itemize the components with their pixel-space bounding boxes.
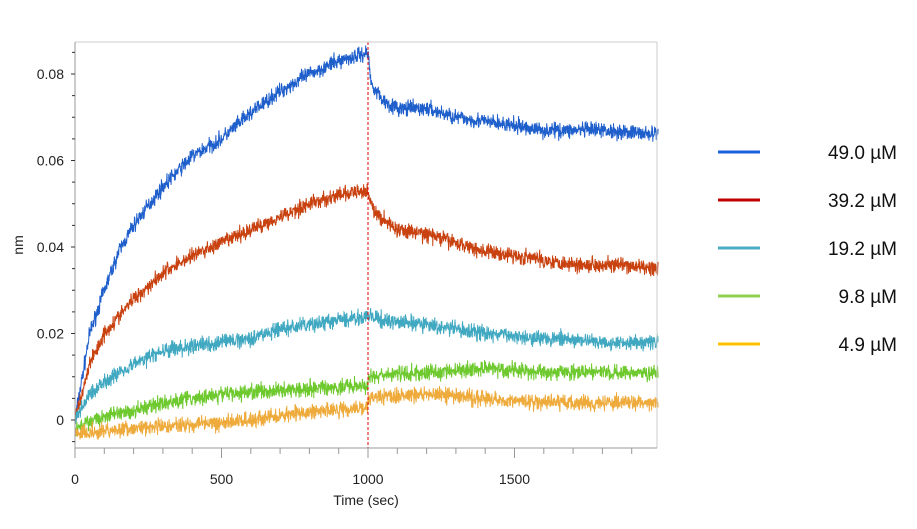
legend-label: 49.0 µM: [828, 143, 897, 164]
y-axis-label: nm: [10, 235, 26, 254]
y-tick-label: 0.06: [37, 153, 64, 169]
legend-label: 19.2 µM: [828, 239, 897, 260]
y-tick-label: 0.08: [37, 66, 64, 82]
y-tick-label: 0: [56, 412, 64, 428]
series-line-3: [74, 359, 659, 437]
x-tick-label: 1000: [352, 471, 383, 487]
series-line-0: [74, 45, 659, 423]
legend-label: 4.9 µM: [839, 335, 897, 356]
x-axis-label: Time (sec): [333, 492, 399, 508]
y-tick-label: 0.04: [37, 239, 64, 255]
series-line-1: [74, 183, 659, 425]
legend: 49.0 µM 39.2 µM 19.2 µM 9.8 µM 4.9 µM: [718, 143, 897, 356]
x-tick-label: 1500: [499, 471, 530, 487]
series-line-2: [74, 307, 659, 425]
legend-label: 39.2 µM: [828, 191, 897, 212]
x-tick-label: 500: [210, 471, 234, 487]
series-line-4: [74, 385, 659, 440]
legend-label: 9.8 µM: [839, 287, 897, 308]
x-tick-label: 0: [71, 471, 79, 487]
series-layer: [74, 42, 659, 448]
y-tick-label: 0.02: [37, 326, 64, 342]
